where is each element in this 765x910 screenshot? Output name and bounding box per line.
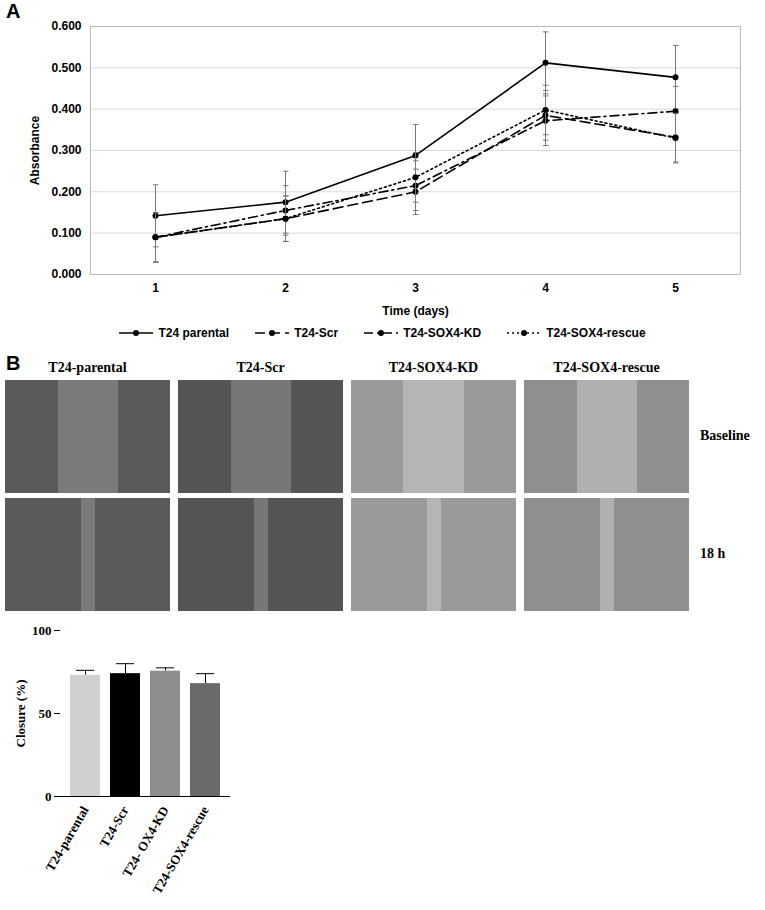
svg-text:T24- OX4-KD: T24- OX4-KD bbox=[119, 803, 172, 880]
svg-text:50: 50 bbox=[39, 706, 52, 721]
html-text:Baseline: Baseline bbox=[700, 428, 750, 443]
svg-text:0: 0 bbox=[45, 789, 52, 804]
svg-text:Time (days): Time (days) bbox=[382, 304, 448, 318]
html-text:T24-SOX4-KD: T24-SOX4-KD bbox=[403, 326, 482, 340]
svg-text:0.600: 0.600 bbox=[51, 19, 81, 33]
svg-text:1: 1 bbox=[152, 281, 159, 295]
svg-text:0.300: 0.300 bbox=[51, 143, 81, 157]
html-text:T24-Scr: T24-Scr bbox=[236, 360, 285, 375]
svg-text:0.100: 0.100 bbox=[51, 226, 81, 240]
html-text:T24-SOX4-KD: T24-SOX4-KD bbox=[388, 360, 479, 375]
svg-text:5: 5 bbox=[672, 281, 679, 295]
svg-text:2: 2 bbox=[282, 281, 289, 295]
svg-text:Closure (%): Closure (%) bbox=[13, 679, 28, 747]
svg-text:3: 3 bbox=[412, 281, 419, 295]
html-text:T24 parental: T24 parental bbox=[158, 326, 230, 340]
svg-text:100: 100 bbox=[32, 623, 52, 638]
svg-text:0.200: 0.200 bbox=[51, 185, 81, 199]
html-text:T24-Scr: T24-Scr bbox=[294, 326, 339, 340]
html-text:18 h: 18 h bbox=[700, 546, 726, 561]
html-text:T24-SOX4-rescue: T24-SOX4-rescue bbox=[553, 360, 660, 375]
svg-text:Absorbance: Absorbance bbox=[28, 116, 42, 186]
html-text:A: A bbox=[6, 0, 21, 22]
html-text:T24-parental: T24-parental bbox=[48, 360, 127, 375]
html-text:T24-SOX4-rescue: T24-SOX4-rescue bbox=[546, 326, 646, 340]
svg-text:0.500: 0.500 bbox=[51, 61, 81, 75]
svg-text:T24-parental: T24-parental bbox=[42, 803, 92, 874]
svg-text:0.400: 0.400 bbox=[51, 102, 81, 116]
html-text:B: B bbox=[6, 352, 21, 374]
svg-text:T24-SOX4-rescue: T24-SOX4-rescue bbox=[149, 803, 211, 896]
svg-text:0.000: 0.000 bbox=[51, 267, 81, 281]
svg-text:T24-Scr: T24-Scr bbox=[96, 803, 131, 849]
svg-text:4: 4 bbox=[542, 281, 549, 295]
